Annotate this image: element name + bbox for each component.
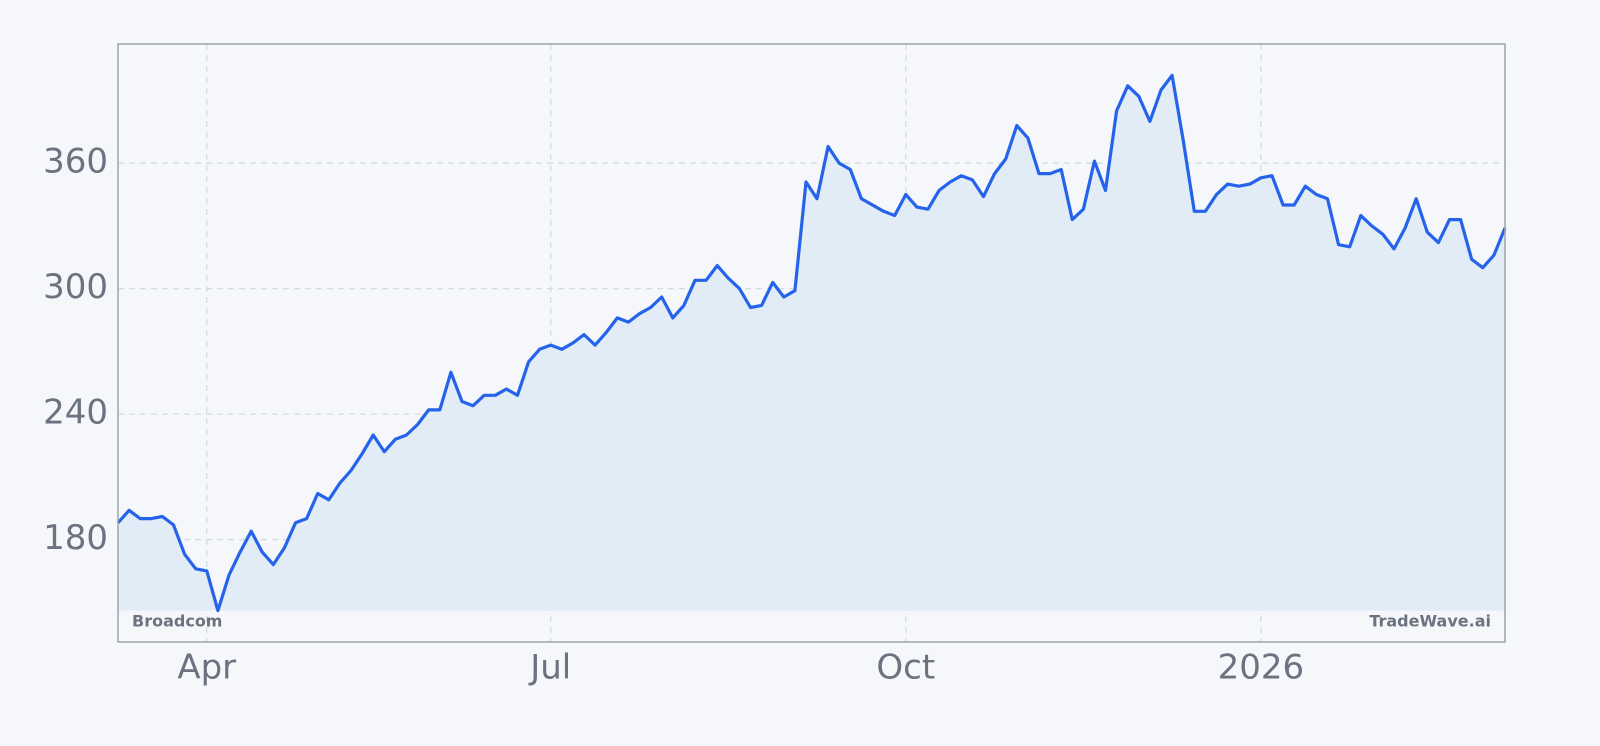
y-tick-label: 240: [43, 393, 108, 433]
watermark: TradeWave.ai: [1369, 612, 1491, 631]
y-tick-label: 180: [43, 518, 108, 558]
x-tick-label: Jul: [528, 648, 571, 688]
area: [118, 75, 1505, 611]
x-tick-label: 2026: [1218, 648, 1305, 688]
x-tick-label: Apr: [177, 648, 236, 688]
plot-border: [117, 43, 1506, 643]
chart-label: Broadcom: [132, 612, 222, 631]
line: [116, 73, 1507, 613]
y-tick-label: 360: [43, 142, 108, 182]
x-tick-label: Oct: [876, 648, 935, 688]
y-tick-label: 300: [43, 267, 108, 307]
